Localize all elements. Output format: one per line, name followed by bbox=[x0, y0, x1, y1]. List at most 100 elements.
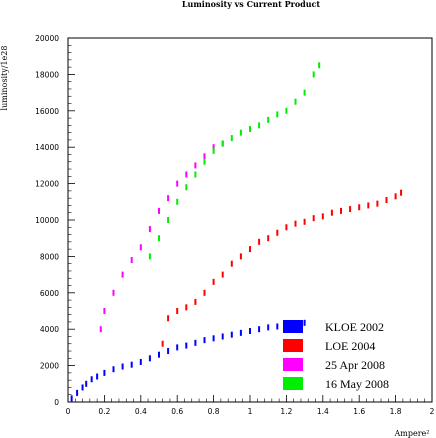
data-point bbox=[276, 111, 279, 118]
data-point bbox=[276, 229, 279, 236]
legend-label: KLOE 2002 bbox=[325, 320, 384, 334]
y-tick-label: 8000 bbox=[40, 252, 59, 261]
data-point bbox=[185, 171, 188, 178]
data-point bbox=[167, 217, 170, 223]
data-point bbox=[303, 319, 306, 326]
data-point bbox=[230, 135, 233, 142]
data-point bbox=[139, 244, 142, 251]
legend: KLOE 2002 LOE 2004 25 Apr 2008 16 May 2008 bbox=[283, 320, 389, 391]
data-point bbox=[85, 380, 88, 387]
data-point bbox=[221, 140, 224, 147]
data-point bbox=[185, 184, 188, 191]
data-point bbox=[148, 226, 151, 233]
data-point bbox=[139, 358, 142, 365]
data-point bbox=[185, 304, 188, 311]
data-point bbox=[312, 215, 315, 222]
data-point bbox=[303, 89, 306, 96]
x-tick-label: 0 bbox=[66, 407, 71, 416]
data-point bbox=[167, 195, 170, 202]
data-point bbox=[330, 209, 333, 216]
data-point bbox=[203, 153, 206, 160]
y-tick-label: 4000 bbox=[40, 325, 59, 334]
data-point bbox=[318, 62, 321, 69]
data-point bbox=[321, 213, 324, 220]
x-tick-label: 1.4 bbox=[317, 407, 329, 416]
legend-swatch bbox=[283, 377, 303, 390]
data-point bbox=[212, 147, 215, 154]
data-point bbox=[212, 144, 215, 151]
data-point bbox=[230, 331, 233, 338]
legend-label: LOE 2004 bbox=[325, 339, 375, 353]
data-point bbox=[176, 344, 179, 351]
data-point bbox=[203, 337, 206, 344]
data-point bbox=[130, 257, 133, 264]
data-point bbox=[239, 253, 242, 260]
legend-swatch bbox=[283, 358, 303, 371]
data-point bbox=[294, 98, 297, 105]
x-tick-label: 0.2 bbox=[98, 407, 110, 416]
data-point bbox=[121, 363, 124, 370]
data-point bbox=[249, 328, 251, 335]
y-tick-label: 18000 bbox=[35, 70, 59, 79]
data-point bbox=[212, 278, 215, 285]
data-point bbox=[112, 289, 115, 296]
data-point bbox=[230, 260, 233, 267]
data-point bbox=[212, 335, 215, 342]
data-point bbox=[103, 369, 106, 376]
data-point bbox=[400, 189, 403, 196]
y-tick-label: 20000 bbox=[35, 34, 59, 43]
data-point bbox=[158, 235, 160, 242]
series-0 bbox=[70, 319, 306, 402]
y-tick-label: 14000 bbox=[35, 143, 59, 152]
data-point bbox=[158, 207, 160, 214]
data-point bbox=[148, 253, 151, 260]
chart-title: Luminosity vs Current Product bbox=[182, 0, 321, 9]
y-tick-label: 16000 bbox=[35, 107, 59, 116]
y-tick-label: 2000 bbox=[40, 362, 59, 371]
y-tick-label: 12000 bbox=[35, 180, 59, 189]
series-2 bbox=[99, 140, 224, 333]
x-tick-label: 1.2 bbox=[280, 407, 292, 416]
data-point bbox=[312, 71, 315, 78]
data-point bbox=[148, 355, 151, 362]
data-point bbox=[258, 122, 261, 129]
data-point bbox=[249, 246, 251, 253]
data-point bbox=[130, 361, 133, 368]
y-tick-label: 0 bbox=[54, 398, 59, 407]
data-point bbox=[221, 333, 224, 340]
data-point bbox=[394, 193, 397, 200]
data-point bbox=[294, 220, 297, 227]
series-3 bbox=[148, 62, 321, 260]
data-point bbox=[267, 235, 270, 242]
data-point bbox=[90, 376, 93, 383]
data-point bbox=[340, 207, 342, 214]
x-axis-label: Ampere² bbox=[394, 429, 430, 438]
data-point bbox=[258, 238, 261, 245]
data-point bbox=[161, 340, 164, 347]
data-point bbox=[176, 180, 179, 187]
data-point bbox=[167, 315, 170, 322]
data-point bbox=[121, 271, 124, 278]
data-point bbox=[203, 289, 206, 296]
data-point bbox=[76, 389, 79, 396]
data-point bbox=[176, 198, 179, 205]
x-tick-label: 1.8 bbox=[390, 407, 402, 416]
data-point bbox=[176, 308, 179, 314]
y-tick-label: 6000 bbox=[40, 289, 59, 298]
data-point bbox=[194, 162, 197, 169]
data-point bbox=[258, 326, 261, 333]
data-point bbox=[194, 339, 197, 346]
x-tick-label: 0.6 bbox=[171, 407, 183, 416]
data-point bbox=[358, 204, 361, 211]
legend-label: 25 Apr 2008 bbox=[325, 358, 385, 372]
axes: 0 2000 4000 6000 8000 10000 12000 14000 16000 180… bbox=[35, 34, 434, 416]
data-point bbox=[221, 271, 224, 278]
data-point bbox=[367, 202, 370, 209]
x-tick-label: 2 bbox=[430, 407, 435, 416]
data-point bbox=[167, 348, 170, 355]
data-point bbox=[376, 200, 379, 207]
data-point bbox=[349, 206, 352, 213]
data-point bbox=[112, 366, 115, 373]
data-point bbox=[239, 329, 242, 336]
